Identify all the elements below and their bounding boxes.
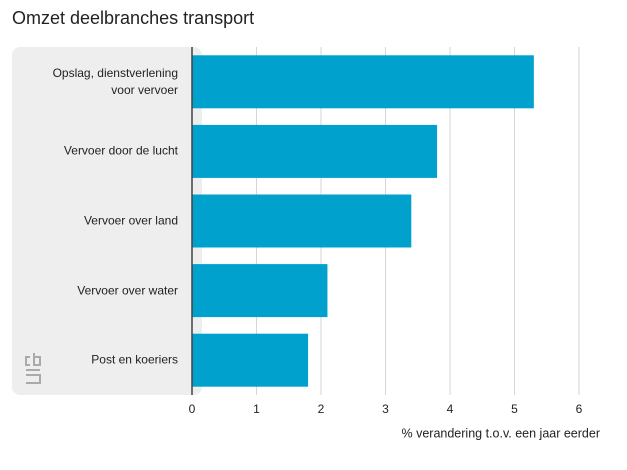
label-panel: [12, 47, 202, 395]
category-label: Vervoer over water: [77, 283, 178, 298]
bar: [192, 194, 412, 248]
x-tick-label: 3: [382, 402, 389, 416]
x-tick-label: 0: [189, 402, 196, 416]
x-axis-label: % verandering t.o.v. een jaar eerder: [402, 426, 601, 440]
category-label: Post en koeriers: [91, 352, 178, 367]
x-tick-label: 2: [318, 402, 325, 416]
bar: [192, 264, 328, 318]
x-tick-label: 5: [511, 402, 518, 416]
category-label: Vervoer door de lucht: [63, 143, 178, 158]
bar: [192, 55, 534, 109]
chart-title: Omzet deelbranches transport: [12, 8, 254, 28]
category-label: Opslag, dienstverlening voor vervoer: [52, 65, 178, 97]
bar: [192, 333, 309, 387]
x-tick-label: 6: [576, 402, 583, 416]
bar: [192, 124, 438, 178]
category-label: Vervoer over land: [83, 213, 178, 228]
logo: [25, 353, 41, 384]
x-tick-label: 4: [447, 402, 454, 416]
x-tick-label: 1: [253, 402, 260, 416]
